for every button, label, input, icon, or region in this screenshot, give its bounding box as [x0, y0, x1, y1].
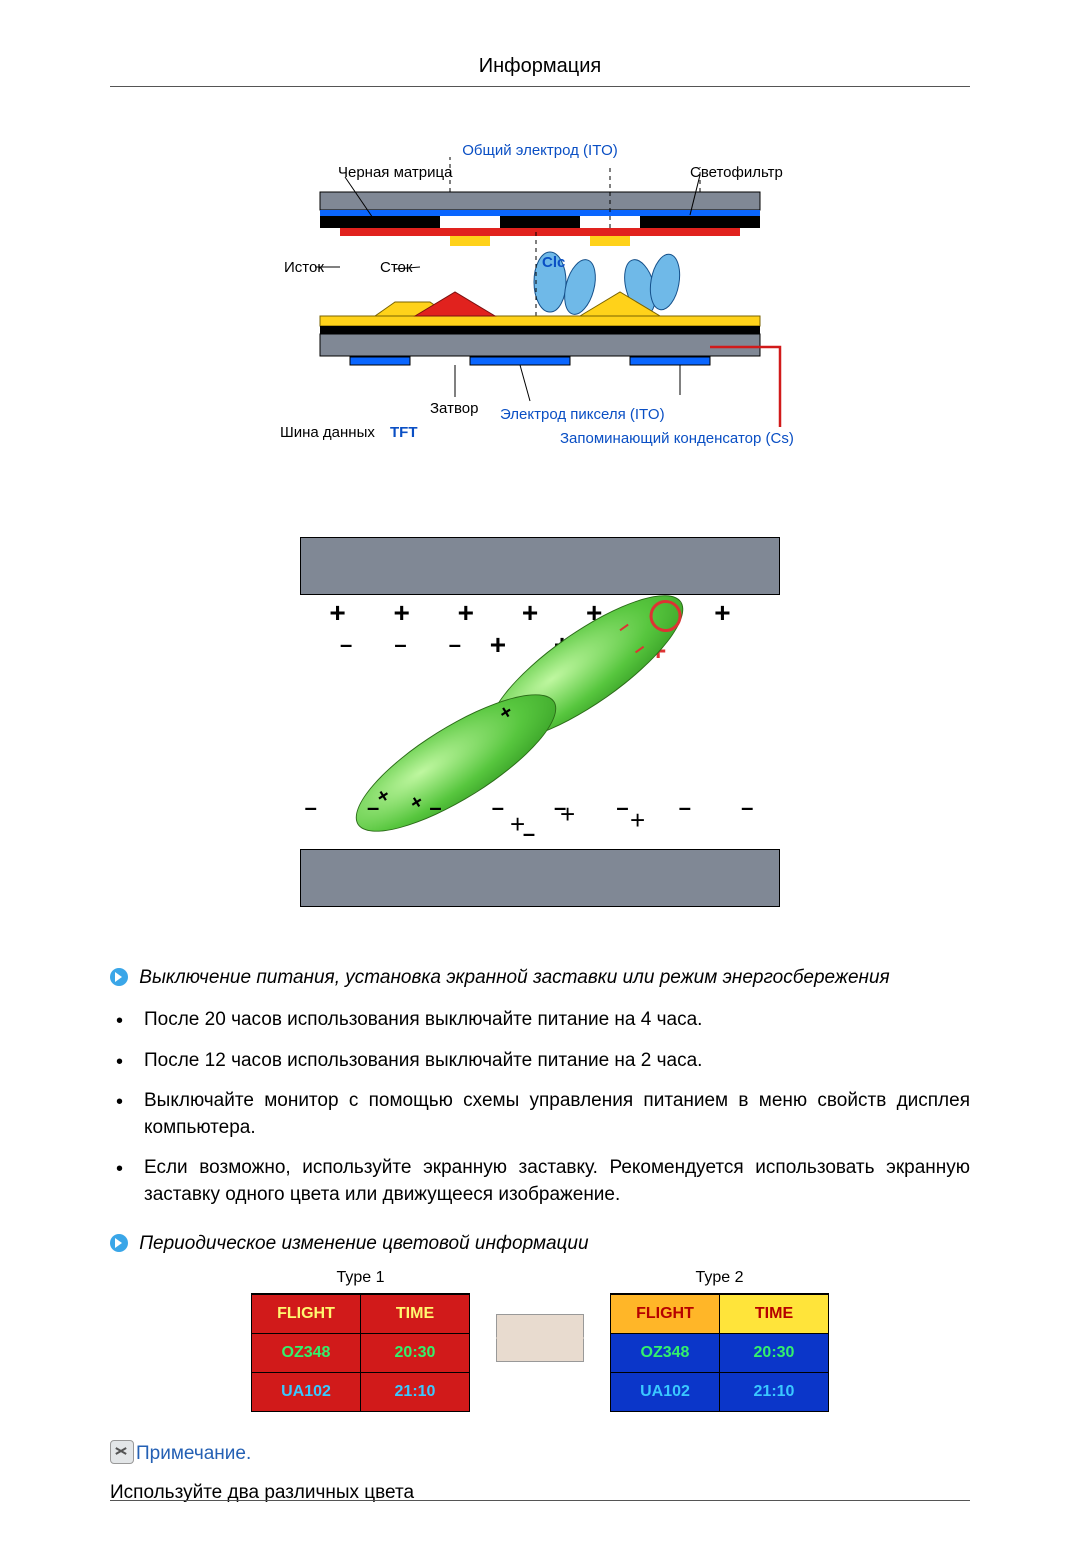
- type1-table: FLIGHT TIME OZ348 20:30 UA102 21:10: [251, 1293, 470, 1412]
- td-flight: OZ348: [252, 1333, 360, 1372]
- td-time: 20:30: [360, 1333, 469, 1372]
- page: Информация: [0, 0, 1080, 1556]
- lbl-gate: Затвор: [430, 400, 478, 417]
- top-electrode-plate: [300, 537, 780, 595]
- th-flight: FLIGHT: [252, 1294, 360, 1333]
- arrow-icon: [110, 1234, 128, 1252]
- color-compare-figure: Type 1 FLIGHT TIME OZ348 20:30 UA102 21:…: [110, 1261, 970, 1412]
- bullet-item: Выключайте монитор с помощью схемы управ…: [110, 1088, 970, 1141]
- lbl-common-electrode: Общий электрод (ITO): [462, 142, 618, 159]
- section-power-title: Выключение питания, установка экранной з…: [110, 967, 970, 989]
- page-title: Информация: [110, 55, 970, 87]
- note-body: Используйте два различных цвета: [110, 1479, 970, 1507]
- lbl-color-filter: Светофильтр: [690, 164, 783, 181]
- arrow-icon: [110, 968, 128, 986]
- lbl-data-bus: Шина данных: [280, 424, 375, 441]
- lbl-pixel-electrode: Электрод пикселя (ITO): [500, 406, 665, 423]
- note-heading: Примечание.: [110, 1440, 970, 1465]
- section-color-title: Периодическое изменение цветовой информа…: [110, 1233, 970, 1255]
- note-heading-text: Примечание.: [136, 1443, 251, 1464]
- th-flight: FLIGHT: [611, 1294, 719, 1333]
- td-time: 21:10: [719, 1372, 828, 1411]
- bullet-item: Если возможно, используйте экранную заст…: [110, 1155, 970, 1208]
- lbl-drain: Сток: [380, 259, 413, 276]
- bullet-item: После 20 часов использования выключайте …: [110, 1007, 970, 1034]
- lower-minus-row: – – – – – – – – –: [300, 795, 780, 847]
- type1-block: Type 1 FLIGHT TIME OZ348 20:30 UA102 21:…: [251, 1265, 470, 1412]
- type2-block: Type 2 FLIGHT TIME OZ348 20:30 UA102 21:…: [610, 1265, 829, 1412]
- bottom-electrode-plate: [300, 849, 780, 907]
- power-bullets: После 20 часов использования выключайте …: [110, 1007, 970, 1209]
- td-flight: UA102: [252, 1372, 360, 1411]
- section-color-title-text: Периодическое изменение цветовой информа…: [139, 1233, 588, 1254]
- td-flight: OZ348: [611, 1333, 719, 1372]
- type1-label: Type 1: [251, 1265, 470, 1293]
- td-time: 21:10: [360, 1372, 469, 1411]
- swap-arrow-icon: [496, 1314, 584, 1362]
- lbl-tft: TFT: [390, 424, 418, 441]
- lbl-source: Исток: [284, 259, 324, 276]
- lbl-black-matrix: Черная матрица: [338, 164, 453, 181]
- section-power-title-text: Выключение питания, установка экранной з…: [139, 967, 889, 988]
- th-time: TIME: [719, 1294, 828, 1333]
- tft-svg: Общий электрод (ITO) Черная матрица Свет…: [280, 137, 800, 497]
- type2-label: Type 2: [610, 1265, 829, 1293]
- footer-rule: [110, 1500, 970, 1501]
- type2-table: FLIGHT TIME OZ348 20:30 UA102 21:10: [610, 1293, 829, 1412]
- figure-lc-molecule: + + + + + + + + + – – – + – – + + + + + …: [300, 537, 780, 907]
- td-time: 20:30: [719, 1333, 828, 1372]
- td-flight: UA102: [611, 1372, 719, 1411]
- bullet-item: После 12 часов использования выключайте …: [110, 1048, 970, 1075]
- figure-tft-cross-section: Общий электрод (ITO) Черная матрица Свет…: [280, 137, 800, 497]
- th-time: TIME: [360, 1294, 469, 1333]
- lbl-cs: Запоминающий конденсатор (Cs): [560, 430, 794, 447]
- note-icon: [110, 1440, 134, 1464]
- lbl-clc: Clc: [542, 254, 565, 271]
